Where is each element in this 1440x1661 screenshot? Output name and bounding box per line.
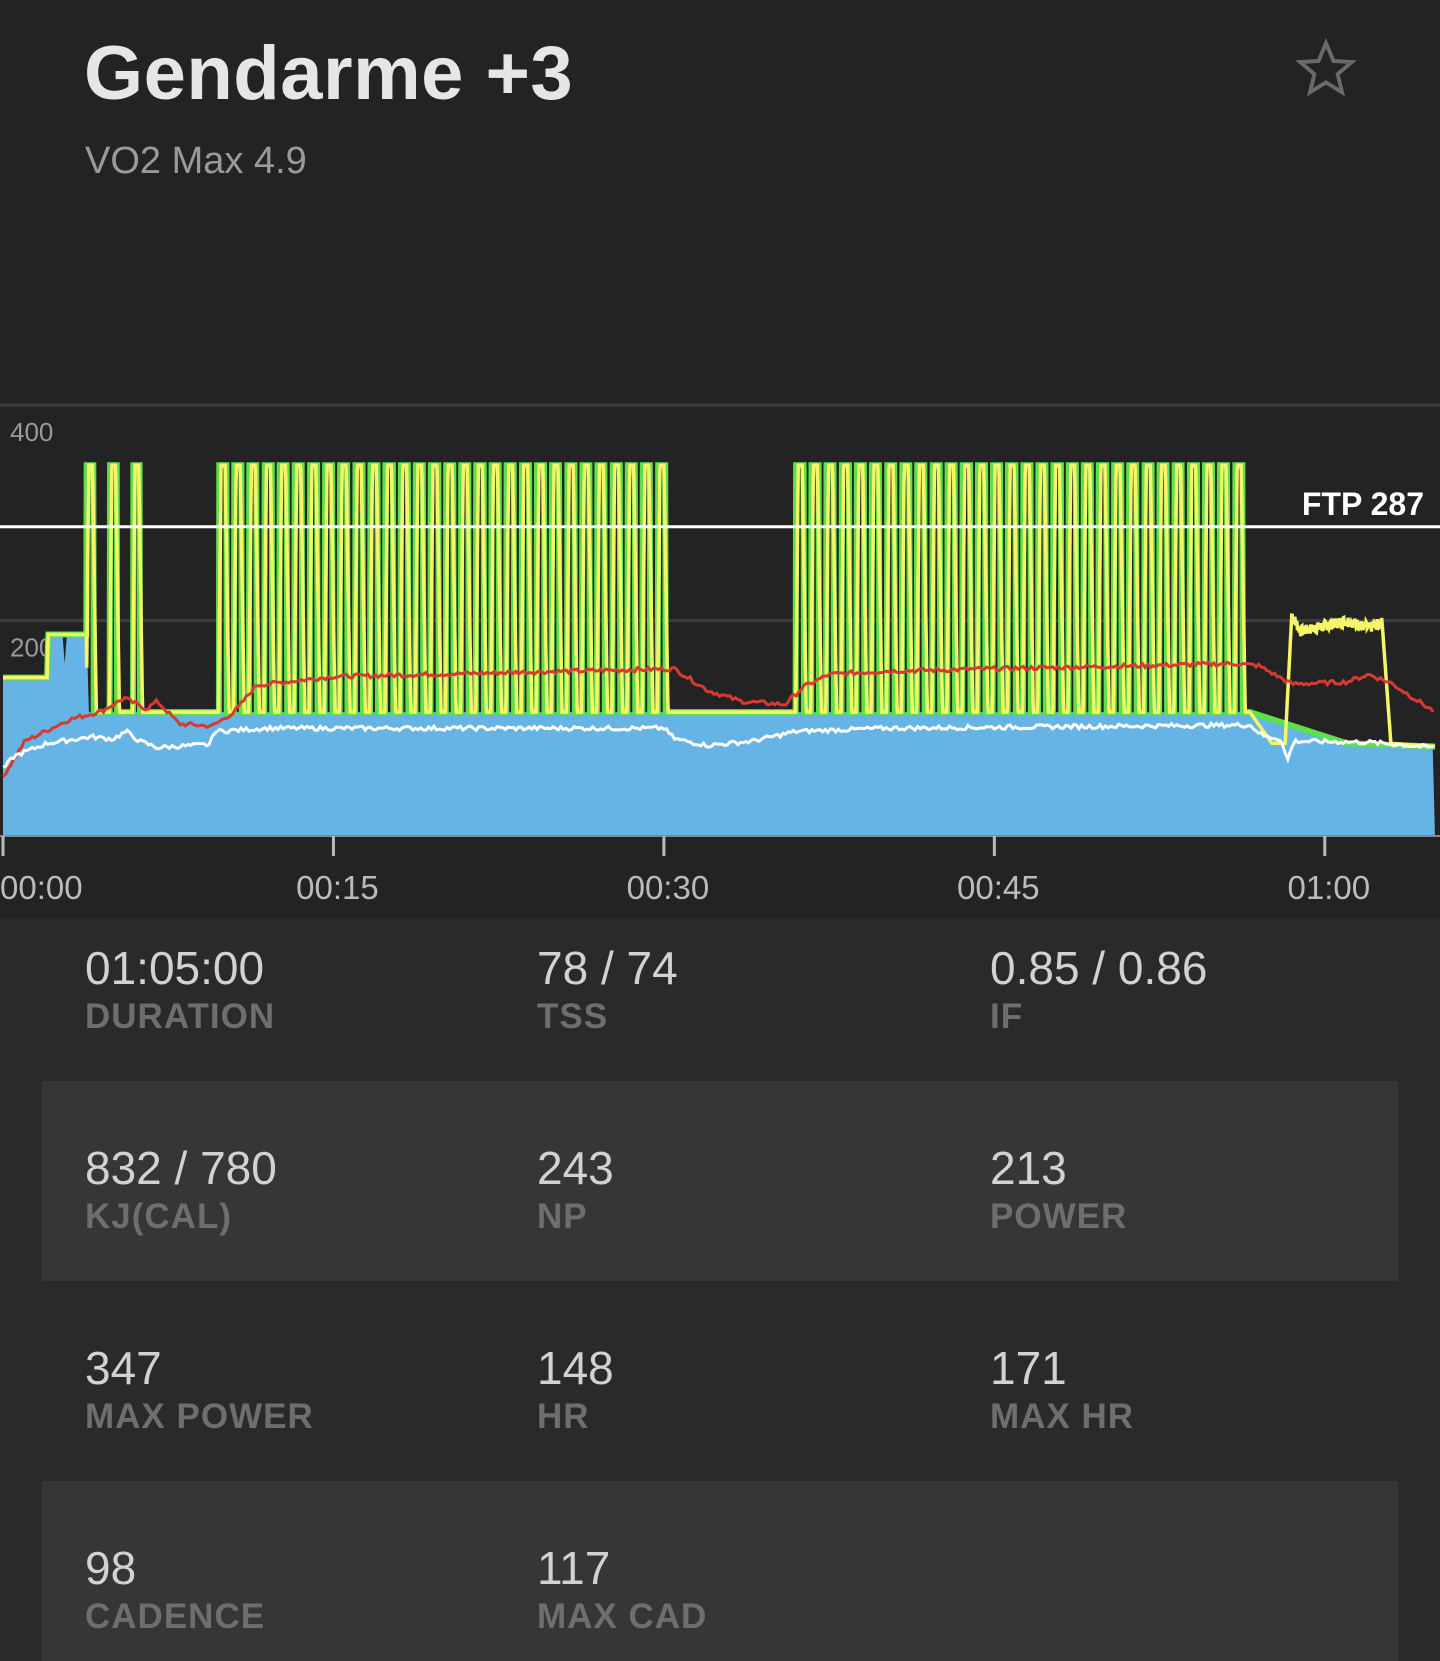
stat-label: IF bbox=[990, 997, 1024, 1036]
stat-duration: 01:05:00 DURATION bbox=[85, 941, 275, 1037]
stats-row: 347 MAX POWER 148 HR 171 MAX HR bbox=[0, 1281, 1440, 1481]
stat-hr: 148 HR bbox=[537, 1341, 614, 1437]
y-tick-label: 400 bbox=[10, 417, 53, 447]
stat-value: 78 / 74 bbox=[537, 942, 678, 994]
stat-value: 01:05:00 bbox=[85, 942, 265, 994]
stat-value: 117 bbox=[537, 1542, 611, 1594]
stat-label: MAX CAD bbox=[537, 1597, 708, 1636]
stat-power: 213 POWER bbox=[990, 1141, 1127, 1237]
stat-label: MAX HR bbox=[990, 1397, 1135, 1436]
stat-value: 243 bbox=[537, 1142, 614, 1194]
stat-value: 832 / 780 bbox=[85, 1142, 277, 1194]
stat-label: TSS bbox=[537, 997, 609, 1036]
ftp-label: FTP 287 bbox=[1302, 486, 1424, 522]
workout-subtitle: VO2 Max 4.9 bbox=[85, 140, 307, 182]
stat-cadence: 98 CADENCE bbox=[85, 1541, 265, 1637]
stats-row: 98 CADENCE 117 MAX CAD bbox=[42, 1481, 1398, 1661]
stat-value: 98 bbox=[85, 1542, 137, 1594]
stat-label: CADENCE bbox=[85, 1597, 266, 1636]
stat-label: POWER bbox=[990, 1197, 1128, 1236]
stats-row: 01:05:00 DURATION 78 / 74 TSS 0.85 / 0.86 I… bbox=[0, 919, 1440, 1119]
stat-if: 0.85 / 0.86 IF bbox=[990, 941, 1207, 1037]
stat-label: HR bbox=[537, 1397, 590, 1436]
star-outline-icon[interactable] bbox=[1295, 38, 1357, 100]
stat-value: 213 bbox=[990, 1142, 1067, 1194]
x-tick-label: 00:15 bbox=[296, 869, 379, 906]
stats-row: 832 / 780 KJ(CAL) 243 NP 213 POWER bbox=[42, 1081, 1398, 1281]
stat-tss: 78 / 74 TSS bbox=[537, 941, 678, 1037]
stat-value: 347 bbox=[85, 1342, 162, 1394]
x-tick-label: 00:30 bbox=[627, 869, 710, 906]
axis-band bbox=[0, 836, 1440, 910]
stat-label: KJ(CAL) bbox=[85, 1197, 232, 1236]
stat-max-cad: 117 MAX CAD bbox=[537, 1541, 707, 1637]
stat-kj: 832 / 780 KJ(CAL) bbox=[85, 1141, 277, 1237]
stat-value: 0.85 / 0.86 bbox=[990, 942, 1208, 994]
x-tick-label: 00:45 bbox=[957, 869, 1040, 906]
power-series bbox=[3, 463, 1436, 749]
cadence-series bbox=[2, 720, 1434, 769]
workout-title: Gendarme +3 bbox=[84, 31, 574, 116]
stat-label: MAX POWER bbox=[85, 1397, 314, 1436]
stat-max-hr: 171 MAX HR bbox=[990, 1341, 1134, 1437]
stat-np: 243 NP bbox=[537, 1141, 614, 1237]
stat-max-power: 347 MAX POWER bbox=[85, 1341, 314, 1437]
stat-label: DURATION bbox=[85, 997, 276, 1036]
stat-label: NP bbox=[537, 1197, 588, 1236]
stats-panel: 01:05:00 DURATION 78 / 74 TSS 0.85 / 0.86 I… bbox=[0, 919, 1440, 1661]
stat-value: 171 bbox=[990, 1342, 1067, 1394]
stat-value: 148 bbox=[537, 1342, 614, 1394]
x-tick-label: 01:00 bbox=[1288, 869, 1371, 906]
area-series bbox=[3, 634, 1435, 836]
x-tick-label: 00:00 bbox=[0, 869, 83, 906]
hr-series bbox=[2, 660, 1435, 778]
